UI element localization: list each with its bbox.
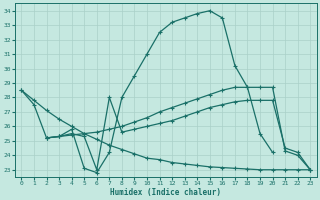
X-axis label: Humidex (Indice chaleur): Humidex (Indice chaleur)	[110, 188, 221, 197]
